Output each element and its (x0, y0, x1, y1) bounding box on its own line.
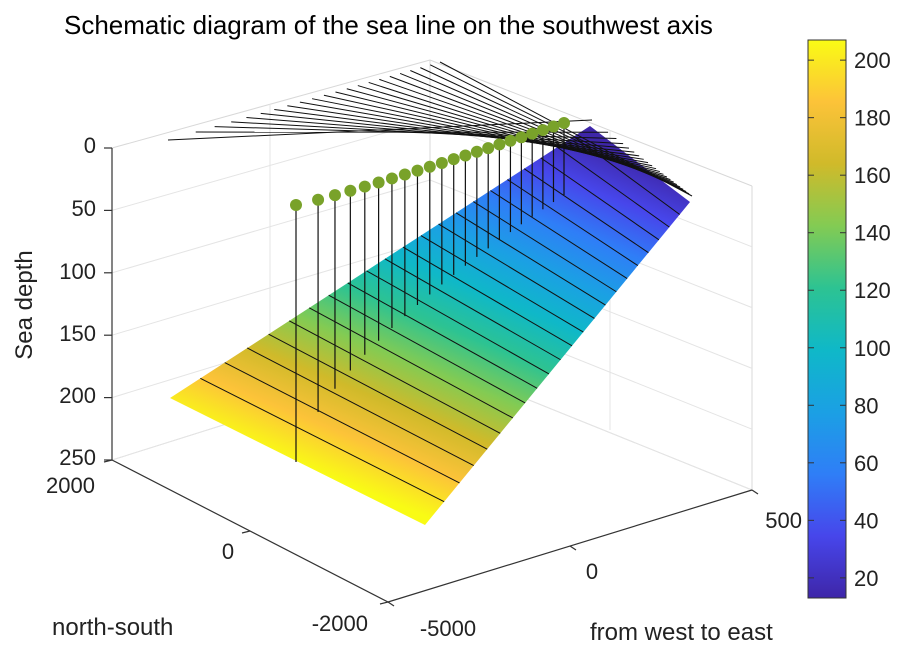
z-tick-label: 50 (72, 196, 96, 221)
sea-line-point (312, 193, 325, 206)
colorbar-label: 100 (854, 336, 891, 361)
contour-line (366, 270, 550, 375)
contour-line (402, 246, 573, 347)
sea-line-point (536, 124, 549, 137)
x-tick (569, 545, 577, 551)
contour-line (507, 179, 639, 266)
y-axis (103, 459, 389, 605)
colorbar-label: 60 (854, 451, 878, 476)
contour-line (308, 307, 514, 419)
y-tick (103, 459, 113, 463)
x-tick-label: 0 (586, 559, 598, 584)
grid-line (111, 239, 431, 336)
sea-line-point (423, 160, 436, 173)
colorbar (807, 39, 847, 599)
y-tick-label: -2000 (312, 611, 368, 636)
y-axis-label: north-south (52, 614, 173, 641)
contour-line (246, 347, 474, 467)
colorbar-labels: 200 180 160 140 120 100 80 60 40 20 (854, 48, 891, 591)
colorbar-ticks (808, 59, 846, 579)
sea-line-point (290, 199, 302, 211)
sea-line-point (328, 189, 341, 202)
sea-line-point (470, 145, 483, 158)
z-axis (104, 147, 113, 461)
x-tick (751, 489, 759, 495)
sea-line-point (526, 127, 539, 140)
top-edge-line (274, 109, 640, 157)
y-tick-label: 2000 (46, 473, 95, 498)
sea-line-point (493, 138, 506, 151)
sea-line-point (344, 184, 357, 197)
x-tick (387, 601, 395, 607)
contour-line (473, 201, 617, 293)
colorbar-label: 120 (854, 278, 891, 303)
x-tick-label: 500 (765, 508, 802, 533)
contour-line (438, 223, 595, 319)
sea-line-point (459, 149, 472, 162)
x-axis-label: from west to east (590, 619, 773, 645)
sea-line-point (558, 117, 570, 129)
contour-line (490, 190, 628, 280)
colorbar-label: 180 (854, 106, 891, 131)
top-edge-line (439, 61, 693, 197)
axis-box-edge (429, 59, 753, 187)
vertical-drop-lines (295, 123, 565, 462)
y-tick (379, 601, 389, 605)
sea-line-point (398, 168, 411, 181)
sea-line-point (372, 176, 385, 189)
y-tick-label: 0 (222, 539, 234, 564)
chart-title: Schematic diagram of the sea line on the… (64, 10, 713, 40)
contour-line (268, 333, 488, 450)
sea-line-point (504, 134, 517, 147)
x-tick-label: -5000 (420, 616, 476, 641)
contour-line (347, 282, 538, 389)
colorbar-label: 20 (854, 566, 878, 591)
contour-line (540, 157, 660, 241)
top-edge-line (430, 64, 690, 195)
sea-line-point (358, 180, 371, 193)
z-tick-label: 200 (59, 383, 96, 408)
contour-line (384, 258, 561, 361)
z-tick-label: 250 (59, 445, 96, 470)
axis-box-edge (111, 59, 431, 149)
colorbar-label: 140 (854, 221, 891, 246)
sea-line-point (385, 172, 398, 185)
contour-line (455, 212, 606, 306)
sea-line-point (435, 156, 448, 169)
z-axis-label: Sea depth (11, 250, 38, 359)
z-tick-label: 150 (59, 321, 96, 346)
z-tick-label: 100 (59, 259, 96, 284)
colorbar-label: 160 (854, 163, 891, 188)
grid-line (111, 179, 431, 274)
sea-line-point (447, 153, 460, 166)
colorbar-label: 80 (854, 393, 878, 418)
top-edge-lines (167, 61, 693, 197)
sea-line-points (290, 117, 570, 211)
top-edge-line (246, 117, 630, 149)
sea-line-point (411, 164, 424, 177)
surface-contour-lines (200, 136, 681, 503)
colorbar-label: 200 (854, 48, 891, 73)
sea-line-point (482, 142, 495, 155)
colorbar-label: 40 (854, 508, 878, 533)
contour-line (523, 168, 649, 254)
contour-line (420, 235, 584, 333)
top-edge-line (260, 112, 635, 153)
contour-line (288, 320, 501, 434)
contour-line (224, 362, 460, 484)
z-tick-label: 0 (84, 133, 96, 158)
sea-line-point (547, 120, 560, 133)
x-axis (387, 489, 759, 607)
grid-line (111, 119, 431, 211)
surface-plane (170, 126, 690, 525)
contour-line (328, 294, 526, 404)
sea-line-point (515, 131, 528, 144)
contour-line (557, 146, 670, 228)
contour-line (200, 377, 445, 503)
y-tick (241, 530, 251, 534)
